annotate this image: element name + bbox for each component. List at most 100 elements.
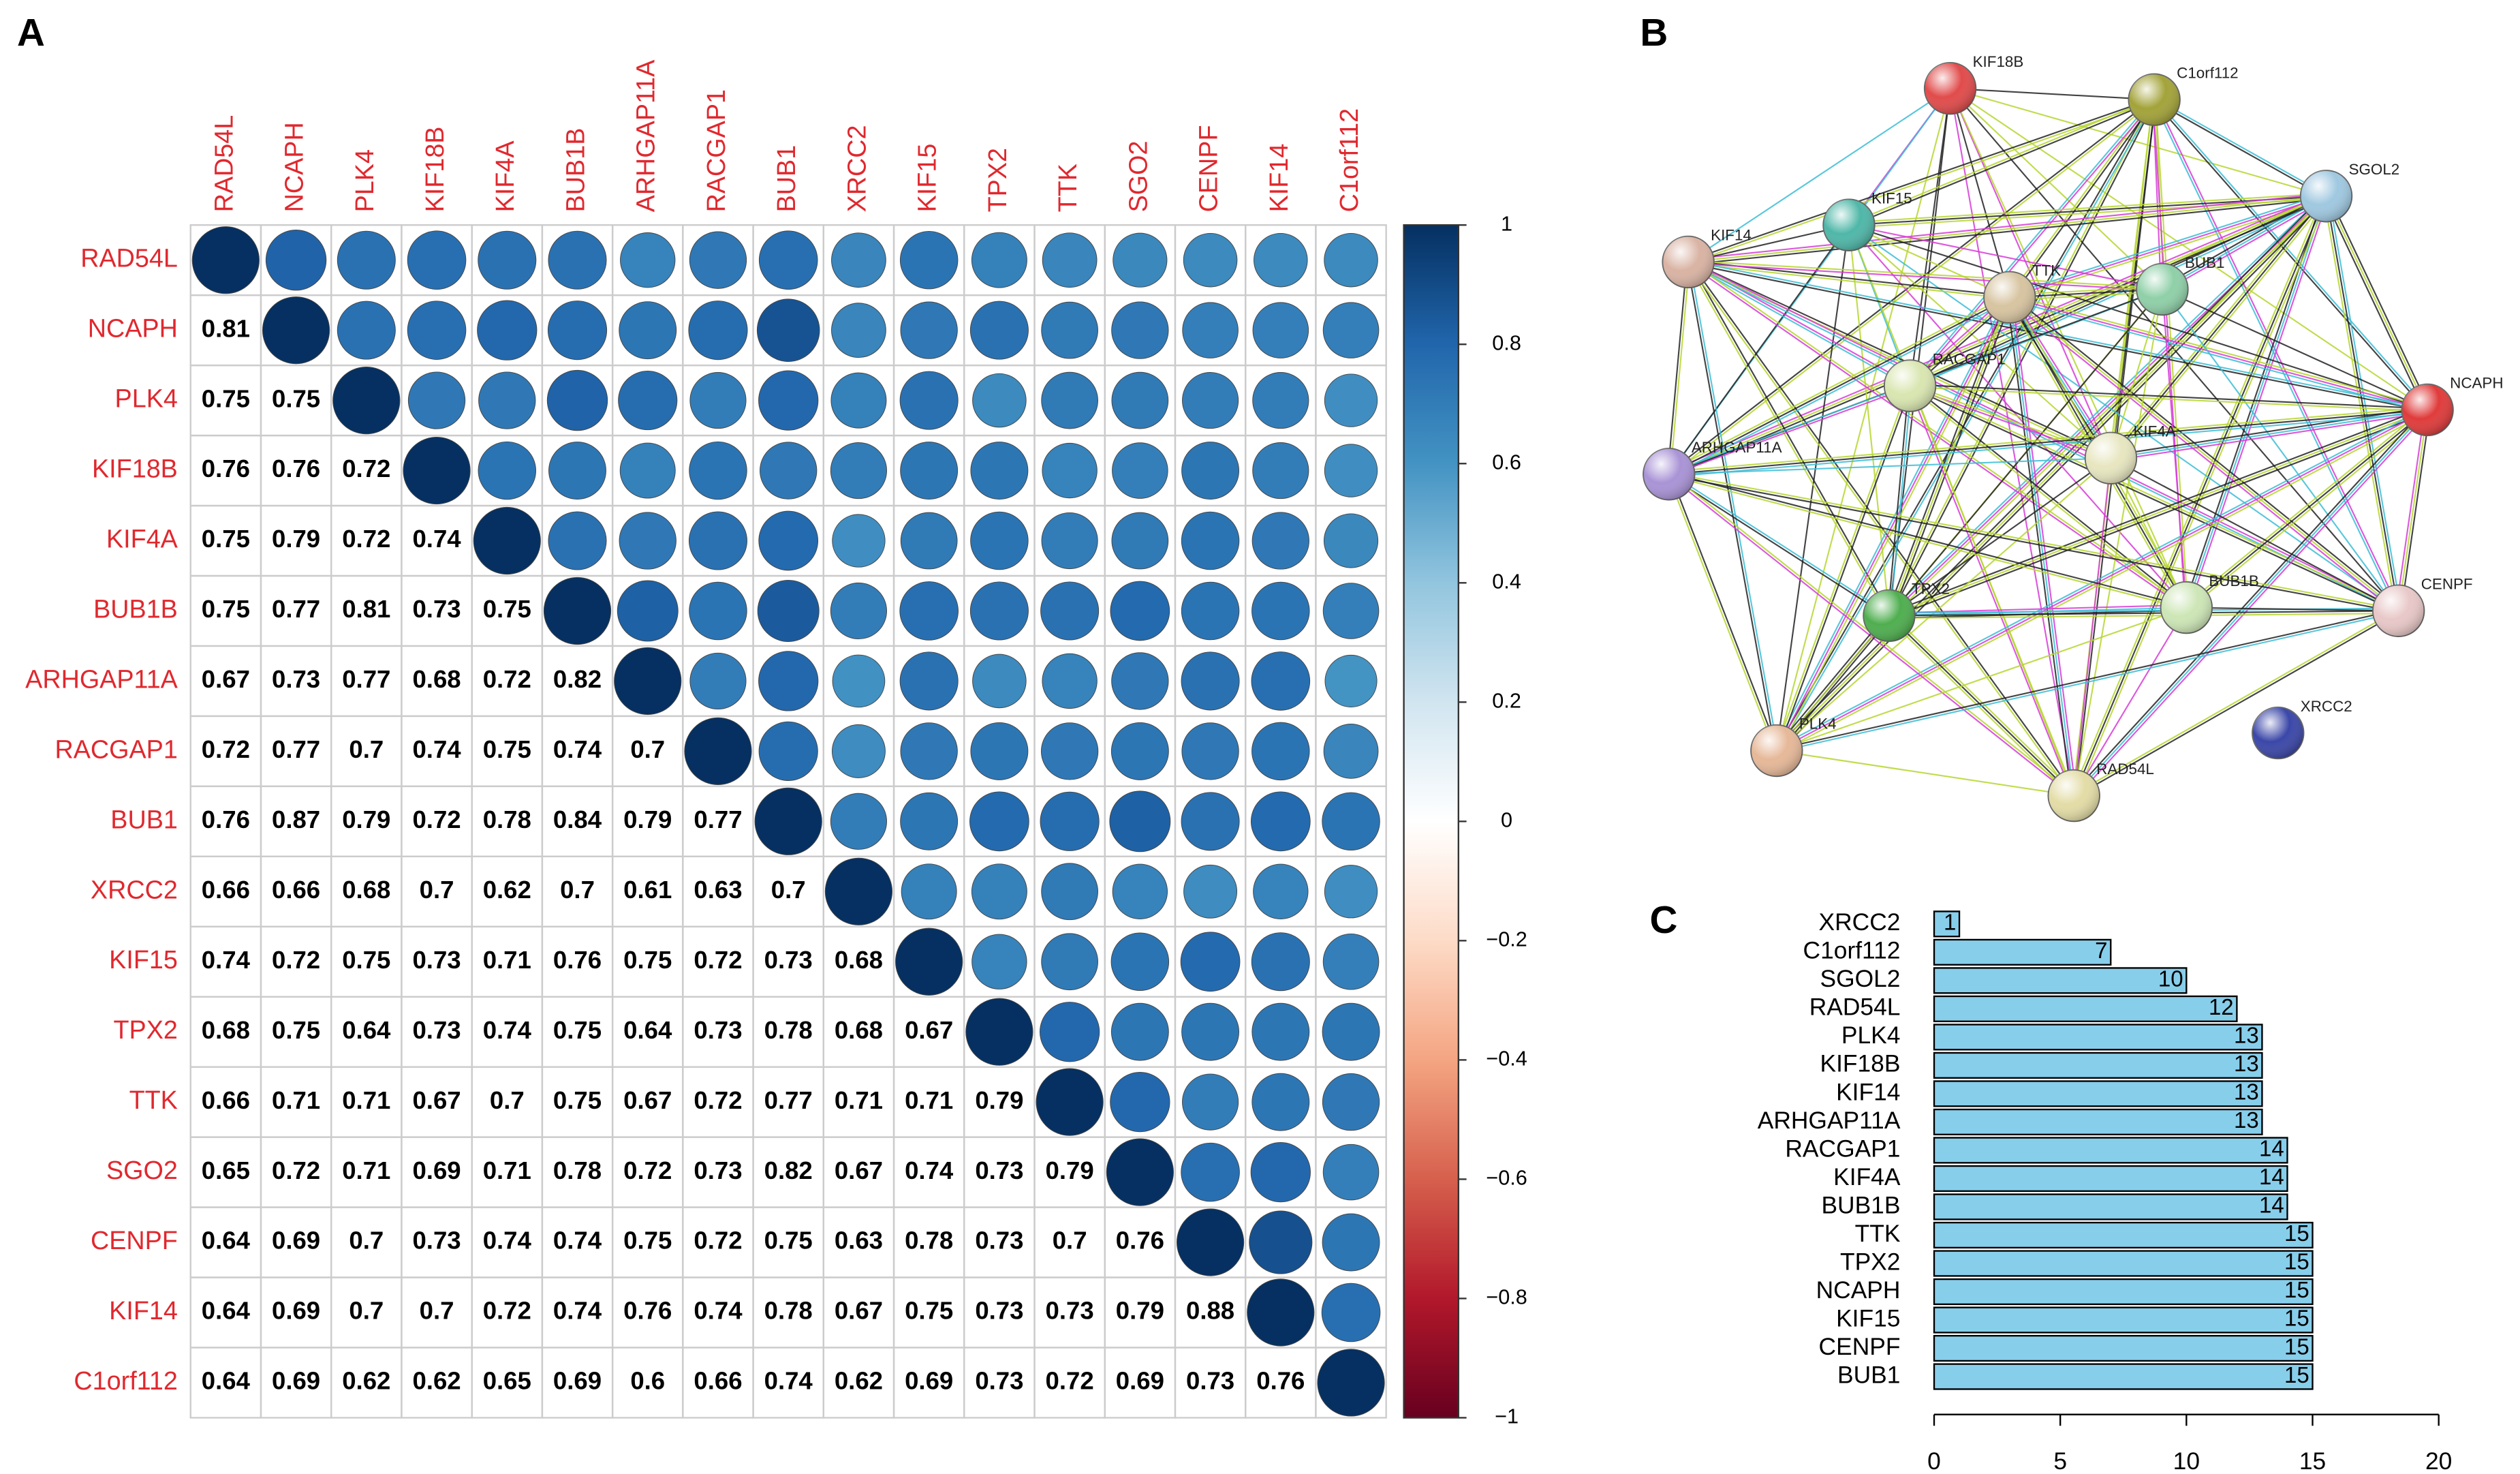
corr-circle [1042,232,1098,288]
edge [1687,262,2111,460]
corr-value: 0.74 [694,1297,743,1325]
edge [1777,197,2329,753]
corr-circle [899,371,959,430]
corr-value: 0.71 [835,1086,883,1114]
corr-circle [543,577,612,645]
category-label: RAD54L [1809,994,1901,1021]
corr-value: 0.74 [483,1227,532,1255]
edge [2075,411,2430,798]
x-tick-label: 20 [2425,1448,2452,1474]
corr-circle [1111,652,1169,710]
edge [2325,196,2429,410]
edge [2008,193,2326,296]
corr-circle [1252,442,1309,500]
corr-value: 0.78 [905,1227,953,1255]
corr-circle [758,721,818,781]
row-label: RAD54L [80,244,178,273]
corr-circle [756,298,820,362]
value-label: 14 [2259,1193,2284,1218]
edge [1910,384,2188,607]
corr-circle [895,927,963,996]
edge [1949,88,2112,459]
corr-circle [1322,1143,1380,1201]
value-label: 15 [2284,1277,2309,1302]
edge [1776,196,2327,752]
corr-value: 0.72 [342,525,390,553]
corr-value: 0.72 [342,455,390,482]
corr-circle [1249,1210,1313,1274]
corr-circle [1252,372,1309,429]
edge [1774,194,2325,750]
corr-value: 0.74 [412,735,461,763]
edge [1888,613,2399,619]
x-tick-label: 10 [2173,1448,2200,1474]
corr-circle [1252,302,1309,358]
corr-value: 0.7 [560,876,595,904]
corr-circle [971,863,1027,920]
corr-value: 0.72 [483,665,531,693]
corr-circle [1040,791,1100,851]
colorbar-tick-label: −0.2 [1486,927,1527,951]
node-label: NCAPH [2450,375,2503,392]
bar [1933,967,2188,994]
edge [2073,458,2112,796]
bar [1933,1334,2314,1362]
bar [1933,910,1961,938]
corr-circle [1182,372,1239,429]
corr-value: 0.77 [272,595,320,623]
corr-circle [620,232,676,288]
node-shine [1884,360,1936,412]
corr-value: 0.72 [694,1086,742,1114]
corr-value: 0.65 [483,1367,531,1395]
corr-circle [1040,581,1100,641]
edge [2110,196,2327,459]
corr-value: 0.7 [630,735,665,763]
edge [1668,296,2010,475]
corr-circle [619,442,676,499]
edge [1888,604,2187,614]
edge [1889,386,1912,616]
edge [2073,289,2163,796]
node-label: KIF4A [2133,423,2175,440]
bar [1933,1250,2314,1277]
corr-value: 0.7 [771,876,806,904]
node-shine [2048,769,2100,822]
corr-circle [1181,442,1240,500]
edge [2009,195,2327,298]
corr-circle [1181,792,1240,851]
bar [1933,1024,2263,1051]
corr-circle [1251,722,1310,781]
corr-value: 0.64 [623,1016,672,1044]
corr-value: 0.82 [764,1156,813,1184]
corr-circle [1251,581,1310,641]
corr-value: 0.75 [202,384,250,412]
corr-circle [1041,863,1098,921]
edge [1775,225,1850,751]
corr-value: 0.79 [1116,1297,1164,1325]
corr-value: 0.68 [412,665,461,693]
edge [1669,473,1779,751]
corr-value: 0.75 [553,1086,602,1114]
corr-value: 0.69 [272,1227,320,1255]
edge [1667,294,2009,473]
edge [2325,196,2399,611]
node-shine [2372,585,2425,637]
node-shine [1924,62,1976,114]
corr-value: 0.68 [202,1016,250,1044]
column-label: PLK4 [350,149,379,212]
corr-value: 0.71 [483,946,531,974]
corr-value: 0.73 [1046,1297,1094,1325]
category-label: RACGAP1 [1785,1135,1900,1162]
corr-circle [1109,790,1171,853]
corr-value: 0.7 [1053,1227,1087,1255]
node-label: PLK4 [1799,716,1837,733]
corr-circle [619,301,677,360]
node-shine [2401,384,2453,436]
edge [2154,99,2189,608]
corr-circle [337,301,396,360]
corr-circle [1041,933,1098,991]
corr-value: 0.69 [412,1156,461,1184]
edge [2110,289,2163,459]
corr-value: 0.75 [764,1227,813,1255]
corr-circle [1250,791,1311,852]
